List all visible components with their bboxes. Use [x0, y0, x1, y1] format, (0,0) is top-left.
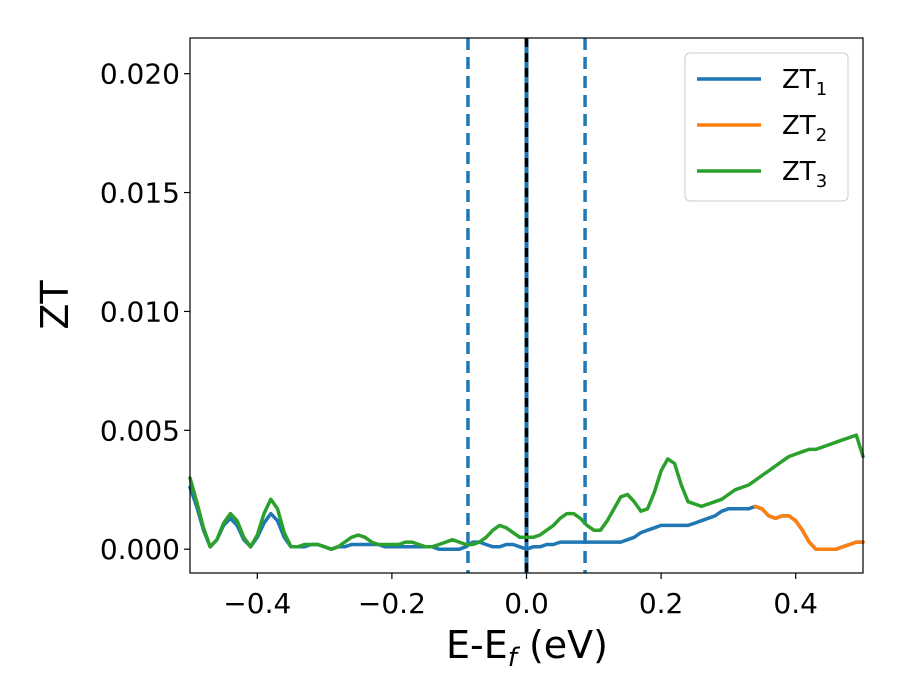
legend-label-zt3: ZT3 — [782, 157, 827, 192]
legend: ZT1 ZT2 ZT3 — [684, 52, 849, 202]
series-line-zt3 — [188, 433, 865, 551]
series-lines — [188, 433, 865, 551]
x-axis-label-unit: (eV) — [517, 623, 608, 667]
series-line-zt2 — [753, 504, 865, 551]
y-tick-label: 0.005 — [100, 414, 180, 447]
legend-box — [684, 52, 849, 202]
x-tick-label: 0.4 — [773, 587, 818, 620]
y-tick-label: 0.010 — [100, 295, 180, 328]
x-axis: −0.4 −0.2 0.0 0.2 0.4 — [223, 573, 818, 620]
x-tick-label: 0.2 — [639, 587, 684, 620]
x-tick-label: 0.0 — [504, 587, 549, 620]
y-tick-label: 0.020 — [100, 58, 180, 91]
x-axis-label-main: E-E — [446, 623, 508, 667]
x-tick-label: −0.2 — [358, 587, 426, 620]
y-tick-label: 0.015 — [100, 177, 180, 210]
y-axis: 0.000 0.005 0.010 0.015 0.020 — [100, 58, 190, 566]
legend-label-zt1: ZT1 — [782, 65, 827, 100]
x-axis-label: E-Ef (eV) — [446, 623, 608, 673]
y-axis-label: ZT — [33, 280, 77, 330]
reference-lines — [466, 38, 587, 573]
y-tick-label: 0.000 — [100, 533, 180, 566]
x-tick-label: −0.4 — [223, 587, 291, 620]
legend-label-zt2: ZT2 — [782, 111, 827, 146]
